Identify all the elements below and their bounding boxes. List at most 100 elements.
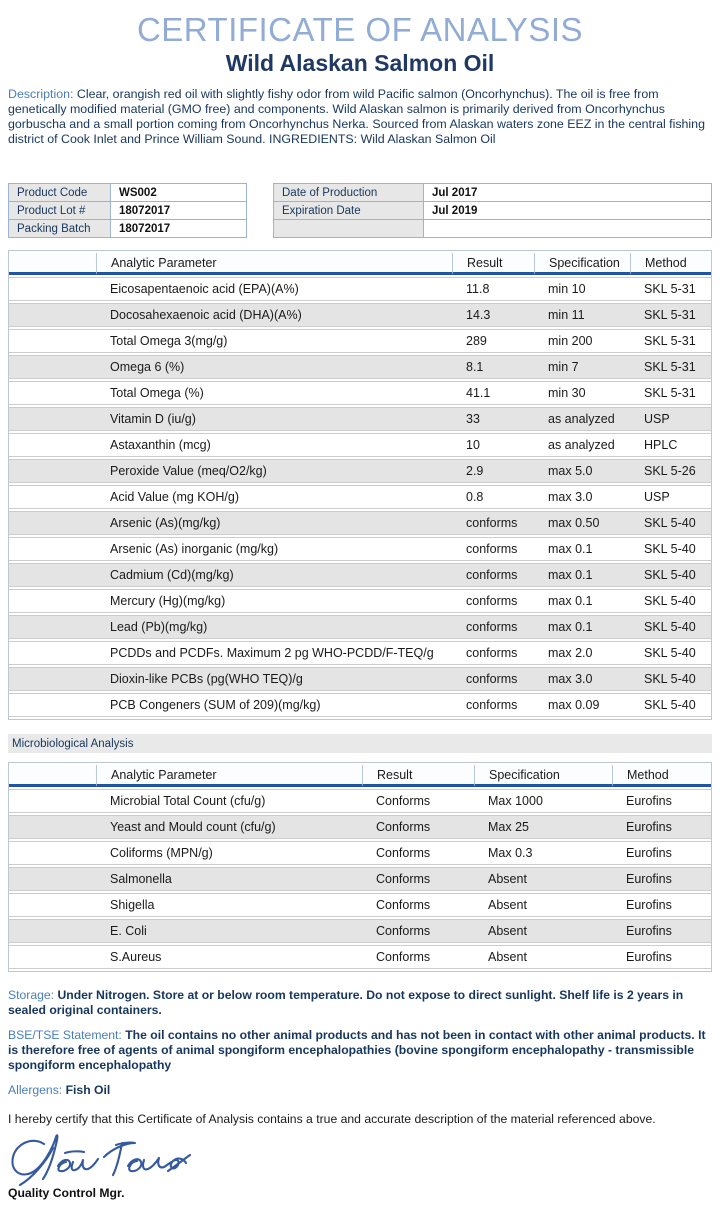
spacer-cell [9,563,96,587]
product-info-row: Date of Production Jul 2017 [273,183,712,202]
signature-stroke [102,1141,137,1177]
header-spacer-cell [9,765,96,787]
cell-parameter: Shigella [96,893,362,917]
cell-method: HPLC [630,433,711,457]
table-row: Acid Value (mg KOH/g) 0.8 max 3.0 USP [9,485,711,509]
table-row: Shigella Conforms Absent Eurofins [9,893,711,917]
table-row: Dioxin-like PCBs (pg(WHO TEQ)/g conforms… [9,667,711,691]
table-row: Microbial Total Count (cfu/g) Conforms M… [9,789,711,813]
header-specification: Specification [474,765,612,787]
spacer-cell [9,945,96,969]
table-row: PCB Congeners (SUM of 209)(mg/kg) confor… [9,693,711,717]
cell-parameter: Mercury (Hg)(mg/kg) [96,589,452,613]
signature-block [8,1130,712,1187]
product-info-row: Expiration Date Jul 2019 [273,201,712,220]
product-info-row [273,219,712,238]
signature-image [11,1134,192,1187]
cell-result: 2.9 [452,459,534,483]
cell-specification: Absent [474,945,612,969]
cell-specification: max 5.0 [534,459,630,483]
product-code-table: Product Code WS002 Product Lot # 1807201… [8,183,247,238]
cell-specification: as analyzed [534,433,630,457]
spacer-cell [9,511,96,535]
cell-result: 41.1 [452,381,534,405]
cell-method: Eurofins [612,945,711,969]
cell-method: Eurofins [612,867,711,891]
storage-text: Under Nitrogen. Store at or below room t… [8,988,684,1017]
cell-method: SKL 5-31 [630,381,711,405]
header-result: Result [362,765,474,787]
cell-result: conforms [452,511,534,535]
spacer-cell [9,277,96,301]
cell-parameter: Acid Value (mg KOH/g) [96,485,452,509]
table-row: Lead (Pb)(mg/kg) conforms max 0.1 SKL 5-… [9,615,711,639]
table-row: PCDDs and PCDFs. Maximum 2 pg WHO-PCDD/F… [9,641,711,665]
table-row: Vitamin D (iu/g) 33 as analyzed USP [9,407,711,431]
cell-parameter: Arsenic (As) inorganic (mg/kg) [96,537,452,561]
cell-method: SKL 5-40 [630,693,711,717]
spacer-cell [9,841,96,865]
table-row: Cadmium (Cd)(mg/kg) conforms max 0.1 SKL… [9,563,711,587]
table-row: Eicosapentaenoic acid (EPA)(A%) 11.8 min… [9,277,711,301]
cell-method: Eurofins [612,841,711,865]
cell-parameter: PCDDs and PCDFs. Maximum 2 pg WHO-PCDD/F… [96,641,452,665]
header-specification: Specification [534,253,630,275]
cell-specification: max 2.0 [534,641,630,665]
micro-table-wrap: Analytic Parameter Result Specification … [8,762,712,972]
spacer-cell [9,329,96,353]
table-row: Total Omega 3(mg/g) 289 min 200 SKL 5-31 [9,329,711,353]
cell-parameter: Dioxin-like PCBs (pg(WHO TEQ)/g [96,667,452,691]
product-info-label: Product Lot # [8,201,111,220]
product-info-row: Packing Batch 18072017 [8,219,247,238]
product-info-label [273,219,424,238]
cell-parameter: Total Omega 3(mg/g) [96,329,452,353]
product-info-value [423,219,712,238]
product-info-section: Product Code WS002 Product Lot # 1807201… [8,183,712,238]
cell-parameter: S.Aureus [96,945,362,969]
cell-result: Conforms [362,919,474,943]
cell-result: 8.1 [452,355,534,379]
cell-result: Conforms [362,867,474,891]
cell-parameter: Coliforms (MPN/g) [96,841,362,865]
cell-parameter: Cadmium (Cd)(mg/kg) [96,563,452,587]
product-info-value: Jul 2019 [423,201,712,220]
header-analytic-parameter: Analytic Parameter [96,253,452,275]
analysis-table: Analytic Parameter Result Specification … [9,251,711,719]
spacer-cell [9,919,96,943]
cell-parameter: Eicosapentaenoic acid (EPA)(A%) [96,277,452,301]
cell-parameter: Arsenic (As)(mg/kg) [96,511,452,535]
micro-header-row: Analytic Parameter Result Specification … [9,765,711,787]
header-spacer-cell [9,253,96,275]
cell-result: conforms [452,641,534,665]
cell-specification: max 0.1 [534,563,630,587]
cell-specification: min 11 [534,303,630,327]
storage-paragraph: Storage: Under Nitrogen. Store at or bel… [8,988,712,1018]
micro-table: Analytic Parameter Result Specification … [9,763,711,971]
product-info-value: 18072017 [110,219,247,238]
header-method: Method [612,765,711,787]
cell-method: SKL 5-40 [630,563,711,587]
bse-paragraph: BSE/TSE Statement: The oil contains no o… [8,1028,712,1073]
description-label: Description: [8,87,74,101]
cell-result: conforms [452,589,534,613]
storage-label: Storage: [8,988,55,1002]
cell-result: conforms [452,667,534,691]
cell-specification: max 0.1 [534,537,630,561]
spacer-cell [9,433,96,457]
cell-result: conforms [452,537,534,561]
product-info-value: WS002 [110,183,247,202]
cell-method: SKL 5-40 [630,641,711,665]
cell-method: SKL 5-31 [630,329,711,353]
cell-parameter: E. Coli [96,919,362,943]
cell-specification: Max 0.3 [474,841,612,865]
spacer-cell [9,355,96,379]
signature-stroke [56,1157,100,1173]
description-text: Clear, orangish red oil with slightly fi… [8,87,705,146]
cell-result: Conforms [362,789,474,813]
cell-parameter: Astaxanthin (mcg) [96,433,452,457]
product-info-label: Product Code [8,183,111,202]
spacer-cell [9,893,96,917]
analysis-table-wrap: Analytic Parameter Result Specification … [8,250,712,720]
cell-specification: Absent [474,893,612,917]
cell-result: Conforms [362,815,474,839]
